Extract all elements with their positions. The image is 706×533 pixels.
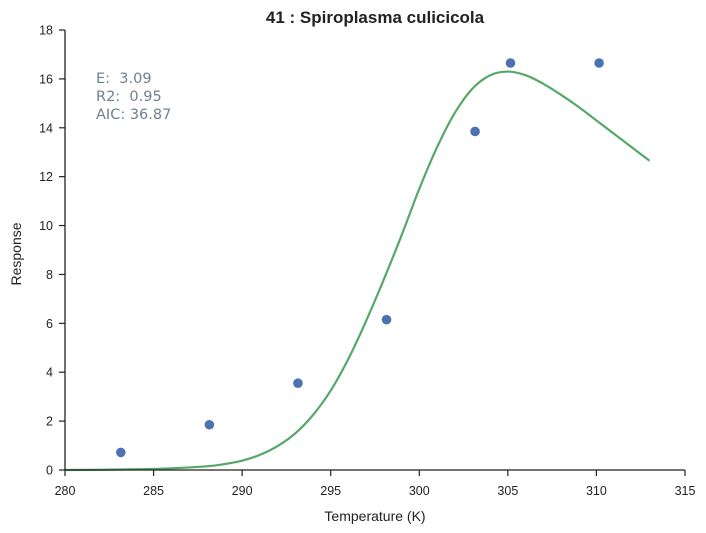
x-axis-label: Temperature (K) [324, 508, 425, 524]
x-tick-label: 300 [409, 484, 430, 498]
y-axis-label: Response [8, 222, 24, 285]
data-point [470, 126, 480, 137]
annotation-r2: R2: 0.95 [96, 89, 162, 105]
data-point [293, 378, 303, 389]
x-tick-label: 310 [586, 484, 607, 498]
data-point [381, 314, 392, 325]
y-tick-label: 14 [39, 121, 53, 135]
x-tick-label: 285 [143, 484, 164, 498]
annotation-aic: AIC: 36.87 [96, 107, 171, 123]
y-tick-label: 16 [39, 72, 53, 86]
y-tick-label: 10 [39, 219, 53, 233]
x-axis-ticks: 280 285 290 295 300 305 310 315 [55, 470, 696, 498]
x-tick-label: 305 [497, 484, 518, 498]
x-tick-label: 280 [55, 484, 76, 498]
y-tick-label: 18 [39, 24, 53, 38]
y-tick-label: 8 [46, 268, 53, 282]
x-tick-label: 295 [320, 484, 341, 498]
y-tick-label: 12 [39, 170, 53, 184]
y-tick-label: 2 [46, 415, 53, 429]
data-point [505, 58, 516, 68]
y-tick-label: 6 [46, 317, 53, 331]
data-point [116, 447, 126, 458]
data-point [594, 58, 604, 68]
plot-area: 0 2 4 6 8 10 12 14 16 18 280 285 290 295 300 305 310 315 [39, 24, 695, 499]
annotation-e: E: 3.09 [96, 71, 152, 87]
fit-statistics: E: 3.09 R2: 0.95 AIC: 36.87 [96, 71, 171, 123]
x-tick-label: 290 [232, 484, 253, 498]
chart-title: 41 : Spiroplasma culicicola [266, 8, 485, 27]
data-points [116, 58, 604, 458]
y-axis-ticks: 0 2 4 6 8 10 12 14 16 18 [39, 24, 65, 478]
y-tick-label: 4 [46, 366, 53, 380]
fit-curve [64, 70, 651, 472]
data-point [204, 419, 215, 430]
y-tick-label: 0 [46, 464, 53, 478]
x-tick-label: 315 [675, 484, 696, 498]
